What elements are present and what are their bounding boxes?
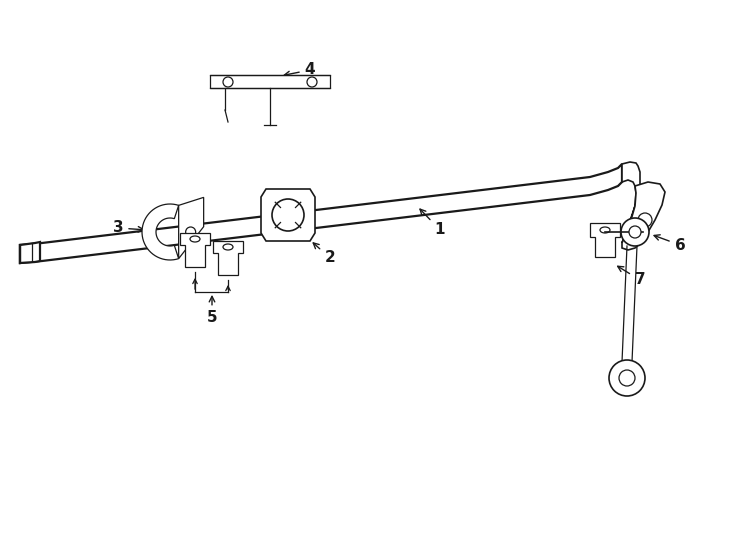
Text: 1: 1 [420,209,446,238]
Text: 7: 7 [618,266,645,287]
Text: 2: 2 [313,243,335,266]
Circle shape [638,213,652,227]
Ellipse shape [600,227,610,233]
Polygon shape [180,233,210,267]
Circle shape [609,360,645,396]
Polygon shape [622,162,640,243]
Polygon shape [261,189,315,241]
Circle shape [307,77,317,87]
Circle shape [186,227,196,237]
Polygon shape [590,223,620,257]
Polygon shape [213,241,243,275]
Polygon shape [210,75,330,88]
Text: 5: 5 [207,296,217,326]
Circle shape [621,218,649,246]
Polygon shape [142,204,178,260]
Circle shape [629,226,641,238]
Ellipse shape [190,236,200,242]
Text: 6: 6 [654,235,686,253]
Polygon shape [178,198,203,259]
Circle shape [619,370,635,386]
Text: 4: 4 [284,63,316,78]
Polygon shape [20,164,622,263]
Circle shape [272,199,304,231]
Polygon shape [20,242,40,263]
Circle shape [223,77,233,87]
Ellipse shape [223,244,233,250]
Text: 3: 3 [113,220,144,235]
Polygon shape [622,182,665,250]
